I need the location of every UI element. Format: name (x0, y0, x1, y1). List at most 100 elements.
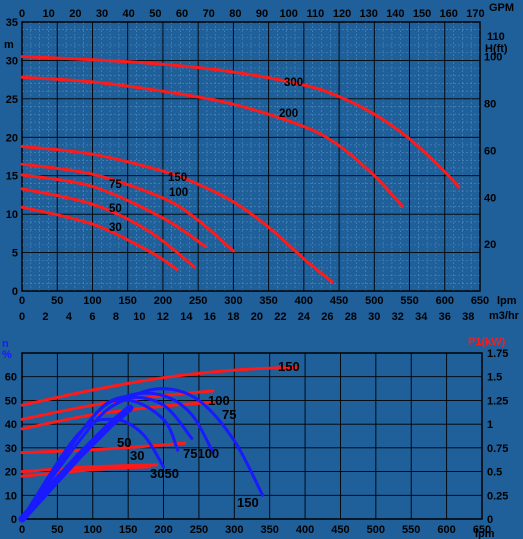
bottom-y-tick-eff: 20 (5, 467, 17, 479)
bottom-y-tick-eff: 30 (5, 443, 17, 455)
curve-label-75: 75 (109, 179, 122, 191)
top-x-tick-m3hr: 24 (298, 311, 311, 323)
power-label-150: 150 (278, 359, 300, 374)
efficiency-label-3050: 3050 (150, 466, 179, 481)
top-x-tick-m3hr: 14 (180, 311, 193, 323)
head-curve-30 (20, 205, 179, 271)
top-x-tick-m3hr: 28 (345, 311, 357, 323)
power-label-100: 100 (208, 393, 230, 408)
bottom-lpm-unit: lpm (475, 528, 495, 539)
top-x-tick-m3hr: 34 (415, 311, 428, 323)
top-x-tick-m3hr: 38 (462, 311, 474, 323)
head-curve-200 (20, 75, 404, 208)
head-curve-150 (20, 145, 334, 284)
top-y-tick-m: 30 (6, 55, 18, 67)
power-label-30: 30 (130, 448, 144, 463)
top-y-tick-m: 20 (6, 132, 18, 144)
top-x-tick-m3hr: 30 (368, 311, 380, 323)
bottom-y-tick-kw: 1.75 (487, 348, 508, 360)
top-y-tick-ft: 40 (484, 192, 496, 204)
bottom-x-tick: 550 (402, 524, 420, 536)
bottom-p1-unit: P1(kW) (468, 336, 506, 348)
top-x-tick-lpm: 0 (19, 295, 25, 307)
bottom-x-tick: 350 (261, 524, 279, 536)
bottom-y-tick-eff: 10 (5, 490, 17, 502)
top-x-tick-lpm: 500 (365, 295, 383, 307)
head-curve-75 (20, 173, 207, 248)
top-x-tick-m3hr: 2 (42, 311, 48, 323)
bottom-x-tick: 150 (119, 524, 137, 536)
top-y-tick-m: 0 (12, 286, 18, 298)
curve-label-150: 150 (168, 172, 187, 184)
efficiency-curve-50 (20, 398, 180, 521)
top-x-tick-m3hr: 16 (204, 311, 216, 323)
top-lpm-unit: lpm (497, 295, 517, 307)
top-y-tick-m: 15 (6, 171, 18, 183)
top-x-tick-gpm: 90 (256, 8, 268, 20)
top-x-tick-gpm: 150 (413, 8, 431, 20)
power-curve-0 (20, 365, 300, 407)
bottom-x-tick: 200 (154, 524, 172, 536)
top-x-tick-m3hr: 4 (66, 311, 73, 323)
power-curve-3 (20, 441, 187, 455)
bottom-x-tick: 450 (331, 524, 349, 536)
bottom-x-tick: 50 (51, 524, 63, 536)
top-x-tick-gpm: 140 (386, 8, 404, 20)
bottom-y-tick-eff: 50 (5, 395, 17, 407)
curve-label-100: 100 (169, 187, 188, 199)
top-x-tick-m3hr: 10 (133, 311, 145, 323)
bottom-y-tick-kw: 1.25 (487, 395, 508, 407)
top-x-tick-m3hr: 32 (392, 311, 404, 323)
top-m3hr-unit: m3/hr (489, 310, 520, 322)
top-x-tick-gpm: 20 (69, 8, 81, 20)
power-label-50: 50 (117, 435, 131, 450)
efficiency-label-75100: 75100 (183, 446, 219, 461)
top-x-tick-gpm: 170 (466, 8, 484, 20)
curve-label-50: 50 (109, 203, 122, 215)
top-x-tick-lpm: 100 (83, 295, 101, 307)
bottom-pct-unit: % (2, 349, 12, 361)
top-hft-unit: H(ft) (485, 43, 508, 55)
top-x-tick-gpm: 70 (203, 8, 215, 20)
top-x-tick-lpm: 400 (295, 295, 313, 307)
top-x-tick-lpm: 200 (154, 295, 172, 307)
head-curve-50 (20, 187, 197, 269)
power-curve-5 (20, 465, 151, 478)
bottom-x-tick: 250 (190, 524, 208, 536)
top-x-tick-lpm: 50 (51, 295, 63, 307)
top-y-tick-ft: 80 (484, 99, 496, 111)
bottom-n-unit: n (2, 338, 9, 350)
top-x-tick-gpm: 50 (149, 8, 161, 20)
top-x-tick-m3hr: 0 (19, 311, 25, 323)
efficiency-curve-150 (20, 387, 265, 521)
bottom-y-tick-eff: 60 (5, 372, 17, 384)
bottom-y-tick-kw: 1 (487, 419, 493, 431)
top-y-tick-m: 25 (6, 94, 18, 106)
top-y-tick-ft: 60 (484, 145, 496, 157)
top-x-tick-lpm: 450 (330, 295, 348, 307)
top-x-tick-gpm: 40 (123, 8, 135, 20)
head-curve-100 (20, 162, 235, 253)
head-curve-300 (20, 55, 461, 189)
top-hft-110: 110 (487, 31, 505, 43)
top-x-tick-m3hr: 36 (439, 311, 451, 323)
top-gpm-unit: GPM (489, 2, 514, 14)
top-x-tick-lpm: 250 (189, 295, 207, 307)
top-m-unit: m (4, 39, 14, 51)
top-y-tick-m: 35 (6, 17, 18, 29)
power-label-75: 75 (222, 407, 236, 422)
top-x-tick-gpm: 100 (280, 8, 298, 20)
bottom-y-tick-kw: 0.5 (487, 467, 502, 479)
top-x-tick-m3hr: 8 (113, 311, 119, 323)
top-x-tick-m3hr: 20 (251, 311, 263, 323)
top-x-tick-m3hr: 6 (89, 311, 95, 323)
top-y-tick-ft: 100 (484, 52, 502, 64)
bottom-x-tick: 650 (473, 524, 491, 536)
bottom-x-tick: 0 (19, 524, 25, 536)
top-x-tick-lpm: 350 (259, 295, 277, 307)
efficiency-overlap-band (18, 404, 134, 523)
bottom-x-tick: 600 (437, 524, 455, 536)
curve-label-300: 300 (284, 77, 303, 89)
top-x-tick-gpm: 30 (96, 8, 108, 20)
